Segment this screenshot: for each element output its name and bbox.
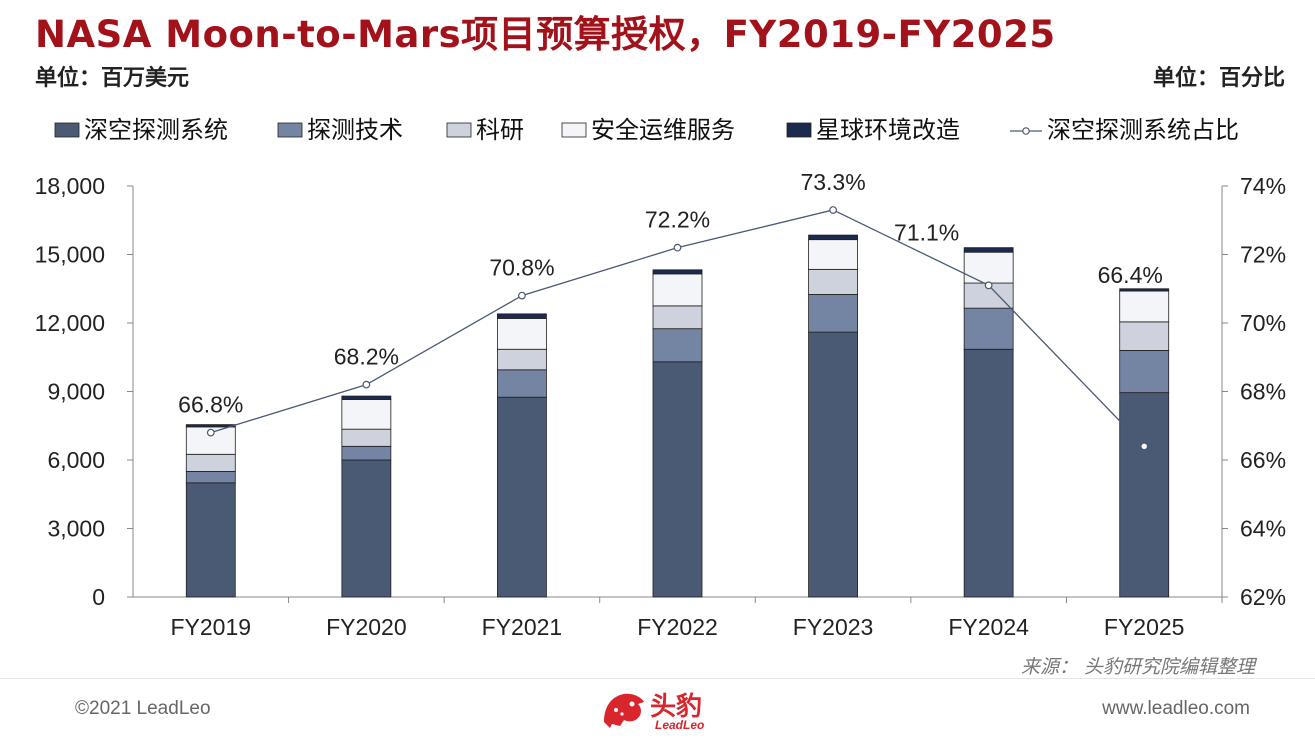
bar-segment [963, 307, 1014, 350]
bar-segment [963, 251, 1014, 284]
legend-swatch [786, 122, 812, 138]
x-tick-label: FY2019 [171, 614, 252, 640]
bar-segment [1119, 288, 1170, 292]
bar-segment [1119, 290, 1170, 323]
bar-segment [497, 313, 547, 319]
copyright-text: ©2021 LeadLeo [75, 698, 211, 719]
share-point [673, 243, 682, 252]
bar-segment [341, 459, 392, 598]
bar-segment [652, 273, 703, 307]
x-tick-label: FY2021 [482, 614, 563, 640]
bar-segment [1119, 392, 1170, 598]
share-data-label: 71.1% [894, 219, 959, 245]
legend-label: 星球环境改造 [816, 117, 960, 144]
legend-label: 科研 [476, 117, 524, 144]
page-title: NASA Moon-to-Mars项目预算授权，FY2019-FY2025 [35, 13, 1056, 56]
y-right-tick-label: 72% [1240, 242, 1286, 268]
y-left-tick-label: 9,000 [47, 379, 105, 405]
y-left-tick-label: 6,000 [47, 447, 105, 473]
bar-segment [185, 453, 236, 472]
x-tick-label: FY2024 [948, 614, 1029, 640]
y-right-tick-label: 66% [1240, 447, 1286, 473]
legend-label: 深空探测系统 [84, 117, 228, 144]
share-point [362, 380, 371, 389]
bar-segment [341, 399, 392, 430]
logo-text-cn: 头豹 [650, 692, 703, 722]
y-right-tick-label: 74% [1240, 173, 1286, 199]
y-left-tick-label: 12,000 [35, 310, 105, 336]
bar-segment [652, 269, 703, 275]
unit-label-left: 单位：百万美元 [35, 66, 190, 91]
legend-swatch [561, 122, 587, 138]
leadleo-logo: 头豹 LeadLeo [598, 684, 728, 736]
share-data-label: 70.8% [489, 255, 554, 281]
share-point [518, 291, 526, 300]
x-tick-label: FY2022 [637, 614, 718, 640]
share-point [984, 281, 993, 290]
y-left-tick-label: 3,000 [47, 516, 105, 542]
y-right-tick-label: 64% [1240, 516, 1286, 542]
legend-swatch [277, 122, 303, 138]
bar-segment [497, 348, 547, 371]
bar-segment [185, 482, 236, 598]
stacked-bar-line-chart: 深空探测系统 探测技术 科研 安全运维服务 星球环境改造 深空探测系统占比 0 3,000 6… [35, 117, 1286, 640]
footer-divider [0, 678, 1315, 679]
share-data-label: 66.8% [178, 392, 243, 418]
bar-segment [341, 395, 392, 400]
legend-swatch [446, 122, 472, 138]
share-point [1140, 442, 1149, 451]
bar-segment [1119, 349, 1170, 394]
chart-axes: 0 3,000 6,000 9,000 12,000 15,000 18,000 62% 64%… [35, 173, 1286, 640]
share-data-label: 66.4% [1098, 262, 1163, 288]
bar-segment [963, 247, 1014, 253]
logo-text-en: LeadLeo [655, 718, 705, 732]
bar-segment [1119, 321, 1170, 351]
share-data-label: 73.3% [800, 169, 865, 195]
bar-segment [808, 294, 858, 333]
bar-segment [808, 268, 858, 295]
chart-legend: 深空探测系统 探测技术 科研 安全运维服务 星球环境改造 深空探测系统占比 [54, 117, 1239, 144]
bar-segment [497, 369, 547, 398]
y-left-tick-label: 0 [92, 584, 105, 610]
bar-segment [808, 234, 858, 241]
legend-label: 安全运维服务 [591, 117, 735, 144]
bar-segment [341, 428, 392, 447]
bar-segment [652, 361, 703, 598]
bar-segment [652, 305, 703, 330]
y-right-tick-label: 62% [1240, 584, 1286, 610]
share-data-label: 68.2% [334, 344, 399, 370]
y-right-tick-label: 68% [1240, 379, 1286, 405]
bar-segment [497, 318, 547, 350]
bar-segment [808, 239, 858, 270]
y-left-tick-label: 15,000 [35, 242, 105, 268]
bar-segment [497, 396, 547, 598]
unit-label-right: 单位：百分比 [1152, 66, 1285, 91]
bar-segment [963, 348, 1014, 598]
y-right-tick-label: 70% [1240, 310, 1286, 336]
source-note: 来源： 头豹研究院编辑整理 [1020, 656, 1255, 678]
bar-segment [652, 328, 703, 363]
legend-label: 深空探测系统占比 [1047, 117, 1239, 144]
bar-segment [185, 424, 236, 428]
bar-segment [808, 331, 858, 598]
share-data-label: 72.2% [645, 207, 710, 233]
legend-line-dot [1022, 127, 1030, 135]
bar-segment [341, 445, 392, 461]
share-point [829, 206, 837, 214]
x-tick-label: FY2023 [793, 614, 874, 640]
y-left-tick-label: 18,000 [35, 173, 105, 199]
chart-line: 66.8% 68.2% 70.8% 72.2% 73.3% 71.1% 66.4% [178, 169, 1163, 451]
share-point [206, 428, 215, 437]
legend-label: 探测技术 [307, 117, 403, 144]
legend-swatch [54, 122, 80, 138]
bar-segment [185, 471, 236, 484]
chart-bars [185, 234, 1170, 598]
website-link[interactable]: www.leadleo.com [1102, 698, 1250, 719]
leopard-icon [604, 693, 644, 728]
x-tick-label: FY2020 [326, 614, 407, 640]
x-tick-label: FY2025 [1104, 614, 1185, 640]
